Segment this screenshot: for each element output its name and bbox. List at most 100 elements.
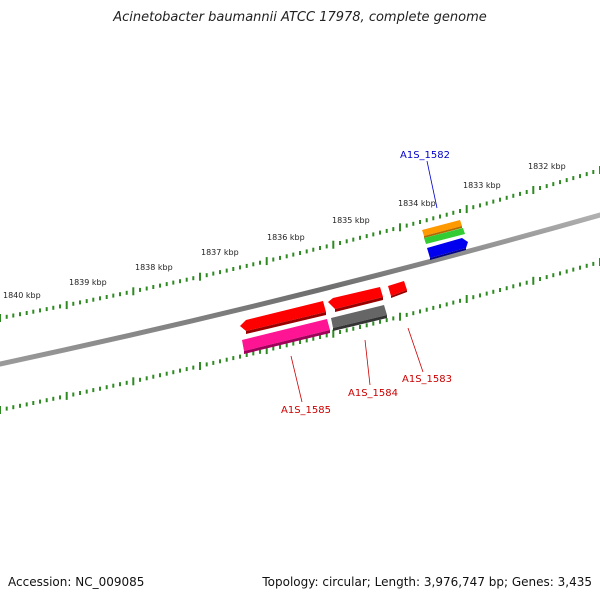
major-tick [65, 391, 68, 400]
gene-label-a1s-1585[interactable]: A1S_1585 [281, 405, 331, 416]
minor-tick [165, 282, 168, 287]
minor-tick [272, 257, 275, 262]
major-tick [265, 346, 268, 355]
gene-a1s-1585-feature[interactable] [240, 301, 326, 331]
gene-labels: A1S_1582 A1S_1583 A1S_1584 A1S_1585 [281, 150, 452, 416]
minor-tick [505, 195, 508, 200]
ruler-label-1840: 1840 kbp [3, 291, 41, 300]
minor-tick [192, 276, 195, 281]
minor-tick [305, 338, 308, 343]
minor-tick [179, 279, 181, 284]
major-tick [399, 312, 401, 321]
minor-tick [325, 244, 328, 249]
major-tick [132, 287, 135, 296]
gene-a1s-1582-feature-shade [430, 248, 466, 260]
gene-a1s-1582-feature[interactable] [427, 238, 468, 258]
minor-tick [339, 241, 341, 245]
ruler-labels: 1832 kbp 1833 kbp 1834 kbp 1835 kbp 1836… [3, 162, 566, 300]
major-tick [465, 205, 468, 214]
ruler-label-1835: 1835 kbp [332, 216, 370, 225]
accession-text: Accession: NC_009085 [8, 575, 145, 589]
gene-label-a1s-1583[interactable]: A1S_1583 [402, 374, 452, 385]
minor-tick [225, 268, 228, 273]
orange-track-bar[interactable] [422, 220, 462, 236]
minor-tick [185, 367, 188, 372]
minor-tick [172, 280, 175, 285]
minor-tick [545, 275, 548, 280]
major-tick [199, 362, 201, 370]
minor-tick [412, 311, 415, 316]
minor-tick [165, 371, 168, 376]
minor-tick [232, 356, 235, 361]
minor-tick [479, 203, 481, 208]
minor-tick [239, 265, 241, 270]
minor-tick [539, 277, 541, 281]
minor-tick [585, 263, 588, 268]
minor-tick [452, 210, 455, 215]
major-tick [532, 276, 535, 285]
minor-tick [492, 199, 495, 204]
minor-tick [159, 373, 161, 378]
gene-a1s-1583-feature[interactable] [388, 281, 407, 296]
minor-tick [345, 328, 348, 333]
minor-tick [32, 309, 35, 314]
minor-tick [192, 365, 195, 370]
minor-tick [85, 299, 88, 304]
gene-a1s-1584-feature[interactable] [328, 287, 383, 309]
gene-label-a1s-1584[interactable]: A1S_1584 [348, 388, 398, 399]
minor-tick [285, 254, 288, 259]
minor-tick [19, 403, 21, 408]
minor-tick [405, 223, 408, 228]
minor-tick [425, 307, 428, 312]
ruler-label-1833: 1833 kbp [463, 181, 501, 190]
minor-tick [512, 193, 515, 198]
green-track-bar[interactable] [424, 228, 465, 244]
minor-tick [119, 292, 121, 297]
minor-tick [592, 170, 595, 174]
gene-a1s-1585-cds-bar[interactable] [242, 319, 330, 351]
gene-label-a1s-1582[interactable]: A1S_1582 [400, 150, 450, 161]
minor-tick [572, 176, 575, 181]
minor-tick [552, 273, 555, 278]
minor-tick [565, 178, 568, 183]
minor-tick [179, 368, 181, 373]
ruler-label-1839: 1839 kbp [69, 278, 107, 287]
minor-tick [365, 323, 368, 328]
major-tick [265, 257, 268, 266]
major-tick [65, 301, 68, 310]
minor-tick [32, 401, 35, 405]
minor-tick [219, 359, 221, 364]
minor-tick [499, 197, 501, 202]
minor-tick [345, 239, 348, 244]
minor-tick [12, 313, 15, 318]
minor-tick [545, 184, 548, 189]
minor-tick [505, 286, 508, 291]
minor-tick [39, 399, 41, 404]
minor-tick [252, 351, 255, 356]
minor-tick [279, 344, 281, 349]
minor-tick [25, 402, 28, 407]
ruler-label-1836: 1836 kbp [267, 233, 305, 242]
minor-tick [365, 234, 368, 239]
minor-tick [525, 280, 528, 285]
minor-tick [385, 318, 388, 323]
minor-tick [459, 298, 461, 303]
minor-tick [472, 205, 475, 210]
minor-tick [419, 220, 421, 224]
minor-tick [379, 230, 381, 235]
minor-tick [139, 377, 141, 382]
minor-tick [392, 316, 395, 321]
minor-tick [372, 321, 375, 326]
minor-tick [565, 269, 568, 274]
minor-tick [392, 227, 395, 232]
orange-track-bar-shade [424, 226, 462, 238]
minor-tick [252, 262, 255, 267]
minor-tick [445, 212, 448, 217]
gene-a1s-1584-cds-bar[interactable] [331, 305, 387, 328]
minor-tick [492, 289, 495, 294]
gene-a1s-1585-cds-shade [244, 330, 330, 354]
minor-tick [85, 389, 88, 394]
minor-tick [259, 260, 261, 265]
gene-a1s-1584-shade [335, 297, 383, 312]
